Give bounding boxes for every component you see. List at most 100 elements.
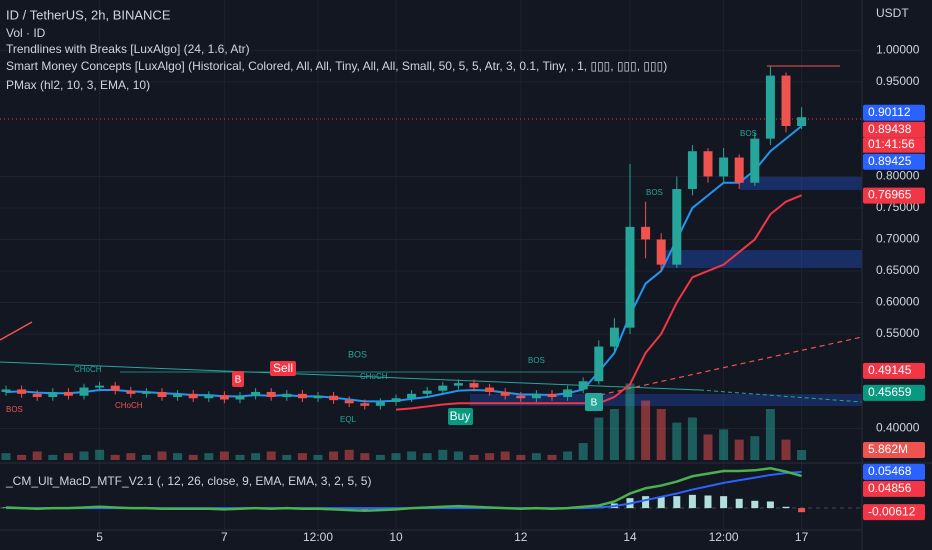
volume (1, 383, 807, 460)
y-tick-label: 1.00000 (876, 43, 920, 57)
candle-body (219, 395, 229, 400)
histogram-bar (735, 498, 743, 509)
price-label-box (863, 104, 925, 121)
candle-body (126, 390, 136, 394)
annotation: CHoCH (115, 401, 143, 410)
price-label-box (863, 121, 925, 138)
x-tick-label: 7 (221, 530, 228, 544)
x-tick-label: 14 (623, 530, 637, 544)
price-label: 0.04856 (868, 481, 912, 495)
volume-bar (516, 454, 526, 460)
histogram-bar (720, 496, 728, 509)
buy-badge (448, 408, 473, 425)
candle-body (95, 385, 105, 388)
candle-body (687, 151, 697, 190)
candle-body (469, 383, 479, 388)
candle-body (48, 391, 58, 397)
annotation: EQL (340, 415, 357, 424)
countdown: 01:41:56 (868, 137, 915, 151)
histogram-bar (361, 508, 369, 511)
indicator-label: Trendlines with Breaks [LuxAlgo] (24, 1.… (6, 42, 250, 56)
currency: USDT (876, 6, 909, 20)
volume-bar (297, 453, 307, 460)
price-label: -0.00612 (868, 504, 916, 518)
volume-bar (173, 453, 183, 460)
histogram-bar (798, 508, 806, 513)
volume-bar (734, 439, 744, 460)
volume-label-box (863, 442, 925, 459)
candle-body (516, 395, 526, 399)
volume-bar (625, 383, 635, 460)
volume-bar (485, 453, 495, 460)
annotation: BOS (740, 129, 757, 138)
candle-body (235, 395, 245, 400)
price-label: 0.89425 (868, 154, 912, 168)
x-tick-label: 17 (795, 530, 809, 544)
volume-bar (438, 449, 448, 460)
annotation: BOS (646, 188, 663, 197)
volume-bar (344, 449, 354, 460)
volume-bar (719, 429, 729, 460)
candle-body (500, 391, 510, 396)
candle-body (297, 393, 307, 399)
price-label: 0.76965 (868, 188, 912, 202)
annotation: BOS (6, 405, 23, 414)
symbol-title: ID / TetherUS, 2h, BINANCE (6, 7, 171, 22)
ma-line (5, 125, 803, 403)
candle-body (110, 385, 120, 391)
histogram-bar (673, 496, 681, 509)
volume-bar (235, 454, 245, 460)
volume-bar (95, 449, 105, 460)
price-label-box (863, 362, 925, 379)
candle-body (438, 385, 448, 391)
volume-bar (672, 422, 682, 460)
b-label: B (591, 398, 598, 409)
candle-body (422, 390, 432, 394)
volume-bar (48, 454, 58, 460)
price-label-box (863, 480, 925, 497)
candle-body (672, 189, 682, 265)
trendline (0, 321, 33, 341)
candle-body (141, 391, 151, 394)
candle-body (765, 75, 775, 139)
volume-bar (641, 400, 651, 460)
candle-body (266, 391, 276, 397)
candle-body (204, 395, 214, 399)
y-tick-label: 0.60000 (876, 295, 920, 309)
volume-bar (375, 454, 385, 460)
candle-body (453, 383, 463, 386)
y-tick-label: 0.95000 (876, 74, 920, 88)
price-label-box (863, 463, 925, 480)
macd-pane (2, 467, 806, 513)
annotation: BOS (528, 356, 545, 365)
volume-bar (157, 451, 167, 460)
histogram-bar (782, 506, 790, 509)
candle-body (594, 346, 604, 382)
x-tick-label: 5 (96, 530, 103, 544)
candle-body (563, 389, 573, 397)
y-tick-label: 0.55000 (876, 326, 920, 340)
candle-body (63, 391, 73, 396)
histogram-bar (704, 495, 712, 509)
volume-bar (687, 417, 697, 460)
price-label: 0.49145 (868, 363, 912, 377)
volume-label: 5.862M (868, 442, 908, 456)
volume-bar (750, 436, 760, 460)
candle-body (17, 389, 27, 394)
x-tick-label: 12:00 (709, 530, 739, 544)
b-badge (232, 371, 244, 387)
volume-bar (578, 443, 588, 460)
candle-body (79, 387, 89, 396)
volume-bar (703, 434, 713, 460)
x-tick-label: 12 (514, 530, 528, 544)
candle-body (547, 393, 557, 397)
volume-bar (329, 451, 339, 460)
volume-bar (313, 454, 323, 460)
trendline (699, 389, 863, 403)
annotation: CHoCH (360, 372, 388, 381)
candle-body (485, 387, 495, 392)
candle-body (391, 398, 401, 403)
macd-title: _CM_Ult_MacD_MTF_V2.1 (, 12, 26, close, … (5, 474, 371, 488)
